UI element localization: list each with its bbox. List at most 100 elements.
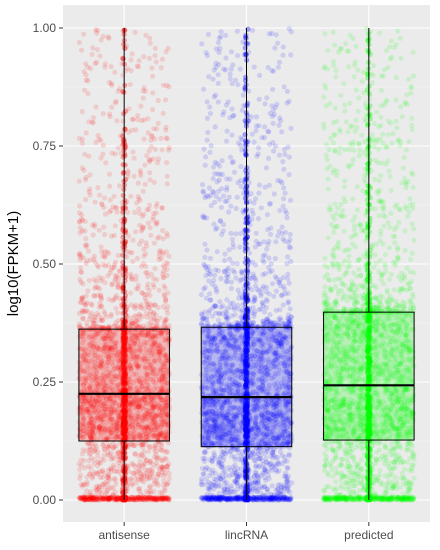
data-point <box>164 266 170 273</box>
data-point <box>107 414 113 420</box>
data-point <box>110 492 116 498</box>
data-point <box>78 295 85 301</box>
data-point <box>158 447 165 453</box>
data-point <box>151 357 157 363</box>
data-point <box>147 347 153 353</box>
data-point <box>102 231 108 238</box>
data-point <box>97 429 103 435</box>
data-point <box>125 209 131 215</box>
data-point <box>106 171 113 177</box>
data-point <box>152 431 158 437</box>
data-point <box>78 365 84 371</box>
data-point <box>129 482 135 488</box>
data-point <box>86 432 92 438</box>
data-point <box>145 393 151 400</box>
data-point <box>85 496 92 503</box>
data-point <box>92 199 98 205</box>
data-point <box>107 429 113 435</box>
data-point <box>90 436 97 442</box>
data-point <box>93 323 99 329</box>
data-point <box>158 472 164 478</box>
data-point <box>134 200 140 206</box>
data-point <box>87 426 93 432</box>
data-point <box>77 495 83 501</box>
data-point <box>261 283 267 289</box>
data-point <box>91 497 97 503</box>
data-point <box>125 377 131 383</box>
data-point <box>286 172 292 178</box>
data-point <box>92 398 98 404</box>
data-point <box>153 59 159 65</box>
data-point <box>133 273 139 279</box>
data-point <box>92 60 98 67</box>
data-point <box>88 433 94 439</box>
data-point <box>103 495 109 501</box>
data-point <box>147 488 153 494</box>
data-point <box>262 271 268 277</box>
data-point <box>137 459 143 465</box>
data-point <box>110 445 116 451</box>
data-point <box>149 370 155 376</box>
data-point <box>92 496 98 503</box>
data-point <box>123 304 129 311</box>
data-point <box>114 352 120 358</box>
data-point <box>87 384 93 390</box>
data-point <box>119 396 125 402</box>
data-point <box>110 462 116 468</box>
data-point <box>87 186 93 192</box>
data-point <box>158 397 164 403</box>
data-point <box>115 285 122 291</box>
data-point <box>251 139 257 145</box>
data-point <box>140 495 146 502</box>
data-point <box>82 375 88 381</box>
data-point <box>165 497 171 503</box>
data-point <box>89 51 95 57</box>
data-point <box>228 230 234 236</box>
data-point <box>106 323 112 329</box>
data-point <box>142 494 148 500</box>
data-point <box>268 225 274 231</box>
data-point <box>140 496 146 502</box>
data-point <box>113 293 119 299</box>
data-point <box>158 422 164 428</box>
data-point <box>143 370 149 376</box>
data-point <box>166 145 172 151</box>
data-point <box>165 358 171 364</box>
data-point <box>103 403 110 409</box>
data-point <box>112 272 118 279</box>
data-point <box>157 430 163 436</box>
data-point <box>161 419 167 425</box>
data-point <box>124 248 130 255</box>
data-point <box>138 398 145 404</box>
data-point <box>110 440 116 447</box>
data-point <box>94 345 100 351</box>
data-point <box>119 477 125 483</box>
data-point <box>79 217 85 223</box>
data-point <box>166 497 172 503</box>
data-point <box>101 376 107 382</box>
data-point <box>107 329 113 335</box>
data-point <box>117 268 123 274</box>
data-point <box>83 409 89 415</box>
data-point <box>86 248 92 254</box>
data-point <box>87 386 94 392</box>
data-point <box>141 479 147 485</box>
data-point <box>115 385 122 391</box>
data-point <box>85 309 91 315</box>
data-point <box>113 347 119 353</box>
data-point <box>90 496 96 502</box>
data-point <box>88 423 94 429</box>
data-point <box>81 368 87 374</box>
data-point <box>133 318 139 324</box>
data-point <box>146 321 152 327</box>
data-point <box>100 408 106 415</box>
data-point <box>76 252 82 259</box>
data-point <box>97 397 103 403</box>
data-point <box>98 495 104 502</box>
data-point <box>119 284 125 291</box>
data-point <box>82 425 88 431</box>
data-point <box>151 210 157 216</box>
data-point <box>114 352 120 358</box>
data-point <box>82 218 88 224</box>
data-point <box>140 416 146 422</box>
